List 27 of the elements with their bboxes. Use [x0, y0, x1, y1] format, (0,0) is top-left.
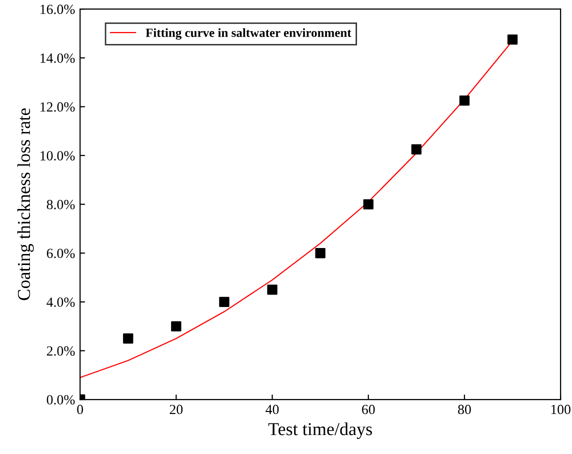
y-tick-label: 8.0% [46, 200, 75, 210]
point [363, 199, 374, 210]
point [459, 96, 470, 106]
y-tick-label: 12.0% [40, 102, 75, 112]
y-tick-label: 6.0% [46, 248, 75, 258]
point [267, 284, 278, 295]
x-tick-label: 100 [551, 404, 570, 414]
y-tick-label: 0.0% [46, 395, 75, 405]
point [411, 144, 422, 154]
point [507, 34, 518, 45]
x-tick-label: 20 [170, 404, 183, 414]
x-tick-label: 40 [266, 404, 279, 414]
y-axis-title: Coating thickness loss rate [17, 108, 34, 300]
y-tick-label: 4.0% [46, 297, 75, 307]
point [171, 321, 182, 332]
x-tick-label: 80 [458, 404, 471, 414]
point [315, 248, 326, 258]
point [123, 333, 134, 344]
point [219, 296, 230, 307]
legend-label: Fitting curve in saltwater environment [146, 28, 352, 40]
x-axis-title: Test time/days [268, 422, 372, 439]
x-tick-label: 60 [362, 404, 375, 414]
y-tick-label: 16.0% [40, 4, 75, 14]
y-tick-label: 2.0% [46, 346, 75, 356]
x-tick-label: 0 [77, 404, 84, 414]
y-tick-label: 10.0% [40, 151, 75, 161]
y-tick-label: 14.0% [40, 53, 75, 63]
